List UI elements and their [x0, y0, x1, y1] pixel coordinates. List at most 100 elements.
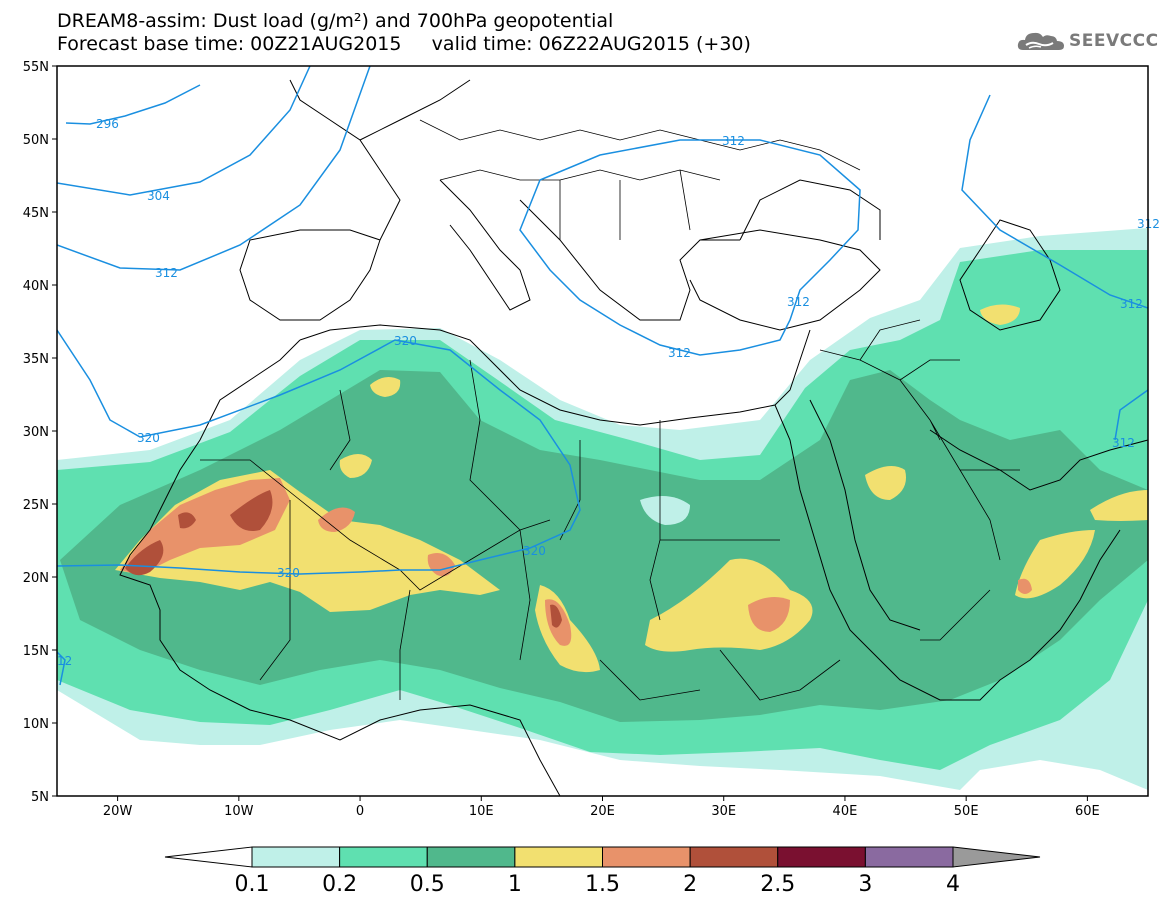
contour-label: 320: [523, 544, 546, 558]
lat-tick-label: 55N: [23, 60, 49, 75]
dust-band-1.5-f: [1018, 578, 1032, 594]
borders-middle-east: [819, 319, 1020, 641]
coastline-turkey: [689, 229, 881, 331]
contour-312-se: [1114, 389, 1148, 441]
contour-296: [65, 84, 201, 125]
cloud-logo-icon: [1017, 32, 1064, 50]
coastline-persian-gulf: [929, 429, 1148, 491]
colorbar-level-label: 4: [946, 872, 960, 897]
colorbar-level-label: 1.5: [585, 872, 620, 897]
contour-320: [57, 329, 581, 575]
lat-tick-label: 10N: [23, 717, 49, 732]
colorbar-box: [689, 846, 779, 868]
contour-labels: 296 304 312 312 312 312 312 320 320 320 …: [57, 117, 1160, 668]
dust-band-1-d: [1015, 530, 1095, 599]
dust-band-1-e: [1090, 490, 1148, 521]
dust-band-1.5-b: [318, 507, 355, 532]
dust-band-2-d: [550, 604, 562, 628]
colorbar-box: [251, 846, 341, 868]
geopotential-contours: [57, 66, 1148, 686]
lat-tick-label: 20N: [23, 571, 49, 586]
dust-band-1-h: [370, 376, 401, 397]
dust-gap-egypt: [640, 496, 690, 525]
lon-tick-label: 20W: [103, 804, 133, 819]
map-subtitle: Forecast base time: 00Z21AUG2015 valid t…: [57, 33, 751, 55]
contour-label: 304: [147, 189, 170, 203]
lon-tick-label: 0: [356, 804, 364, 819]
lon-tick-label: 10E: [469, 804, 494, 819]
colorbar-level-label: 1: [508, 872, 522, 897]
colorbar-box: [864, 846, 954, 868]
lon-tick-label: 10W: [224, 804, 254, 819]
coastline-balkans: [519, 199, 740, 321]
contour-312-east: [519, 139, 861, 356]
colorbar-level-label: 0.2: [322, 872, 357, 897]
contour-label: 312: [1120, 297, 1143, 311]
contour-label: 296: [96, 117, 119, 131]
lon-tick-label: 60E: [1075, 804, 1100, 819]
colorbar-level-label: 2: [683, 872, 697, 897]
colorbar-level-label: 0.5: [410, 872, 445, 897]
lon-axis: 20W 10W 0 10E 20E 30E 40E 50E 60E: [103, 796, 1100, 819]
dust-fields: [57, 228, 1148, 790]
colorbar: 0.1 0.2 0.5 1 1.5 2 2.5 3 4: [164, 846, 1041, 897]
contour-label: 320: [137, 431, 160, 445]
logo-text: SEEVCCC: [1069, 31, 1159, 51]
colorbar-level-label: 3: [858, 872, 872, 897]
map-title: DREAM8-assim: Dust load (g/m²) and 700hP…: [57, 10, 614, 32]
lat-axis: 55N 50N 45N 40N 35N 30N 25N 20N 15N 10N 5N: [23, 60, 57, 805]
dust-band-2-c: [178, 512, 196, 529]
dust-band-0.5: [60, 370, 1148, 722]
contour-label: 312: [155, 266, 178, 280]
dust-band-1-f: [865, 466, 906, 500]
coastline-arabia-west: [809, 399, 921, 631]
contour-label: 320: [394, 334, 417, 348]
contour-label: 312: [1112, 436, 1135, 450]
lat-tick-label: 25N: [23, 498, 49, 513]
coastline-red-sea: [774, 404, 1121, 701]
contour-312-west: [57, 66, 371, 271]
contour-label: 12: [57, 654, 72, 668]
lat-tick-label: 30N: [23, 425, 49, 440]
coastline-black-sea: [739, 179, 881, 241]
colorbar-box: [602, 846, 691, 868]
dust-band-1-i: [339, 454, 372, 478]
coastline-africa-north: [299, 324, 811, 426]
coastline-france-uk: [289, 79, 471, 241]
colorbar-box: [514, 846, 603, 868]
borders-europe: [419, 119, 861, 240]
dust-band-2-b: [230, 490, 273, 531]
lon-tick-label: 40E: [833, 804, 858, 819]
lat-tick-label: 45N: [23, 206, 49, 221]
lat-tick-label: 40N: [23, 279, 49, 294]
contour-label: 320: [277, 566, 300, 580]
colorbar-over-triangle: [952, 846, 1041, 868]
lat-tick-label: 15N: [23, 644, 49, 659]
lon-tick-label: 50E: [954, 804, 979, 819]
colorbar-level-label: 0.1: [235, 872, 270, 897]
lat-tick-label: 35N: [23, 352, 49, 367]
coastline-africa-west: [119, 339, 561, 796]
coastline-caspian: [959, 219, 1061, 331]
dust-band-1-g: [980, 304, 1020, 325]
contour-304: [57, 66, 311, 196]
contour-312-ne: [961, 94, 1148, 309]
coastline-italy: [439, 179, 531, 311]
colorbar-box: [426, 846, 516, 868]
colorbar-under-triangle: [164, 846, 253, 868]
lat-tick-label: 5N: [31, 790, 49, 805]
lat-tick-label: 50N: [23, 133, 49, 148]
seevccc-logo: SEEVCCC: [1017, 26, 1159, 56]
lon-tick-label: 30E: [711, 804, 736, 819]
coastline-iberia: [239, 229, 381, 321]
contour-312-sw: [57, 651, 66, 686]
contour-label: 312: [722, 134, 745, 148]
colorbar-level-label: 2.5: [760, 872, 795, 897]
dust-band-1.5-e: [748, 596, 790, 632]
lon-tick-label: 20E: [590, 804, 615, 819]
contour-label: 312: [668, 346, 691, 360]
colorbar-box: [339, 846, 428, 868]
colorbar-box: [777, 846, 866, 868]
coastlines-borders: [119, 79, 1148, 796]
